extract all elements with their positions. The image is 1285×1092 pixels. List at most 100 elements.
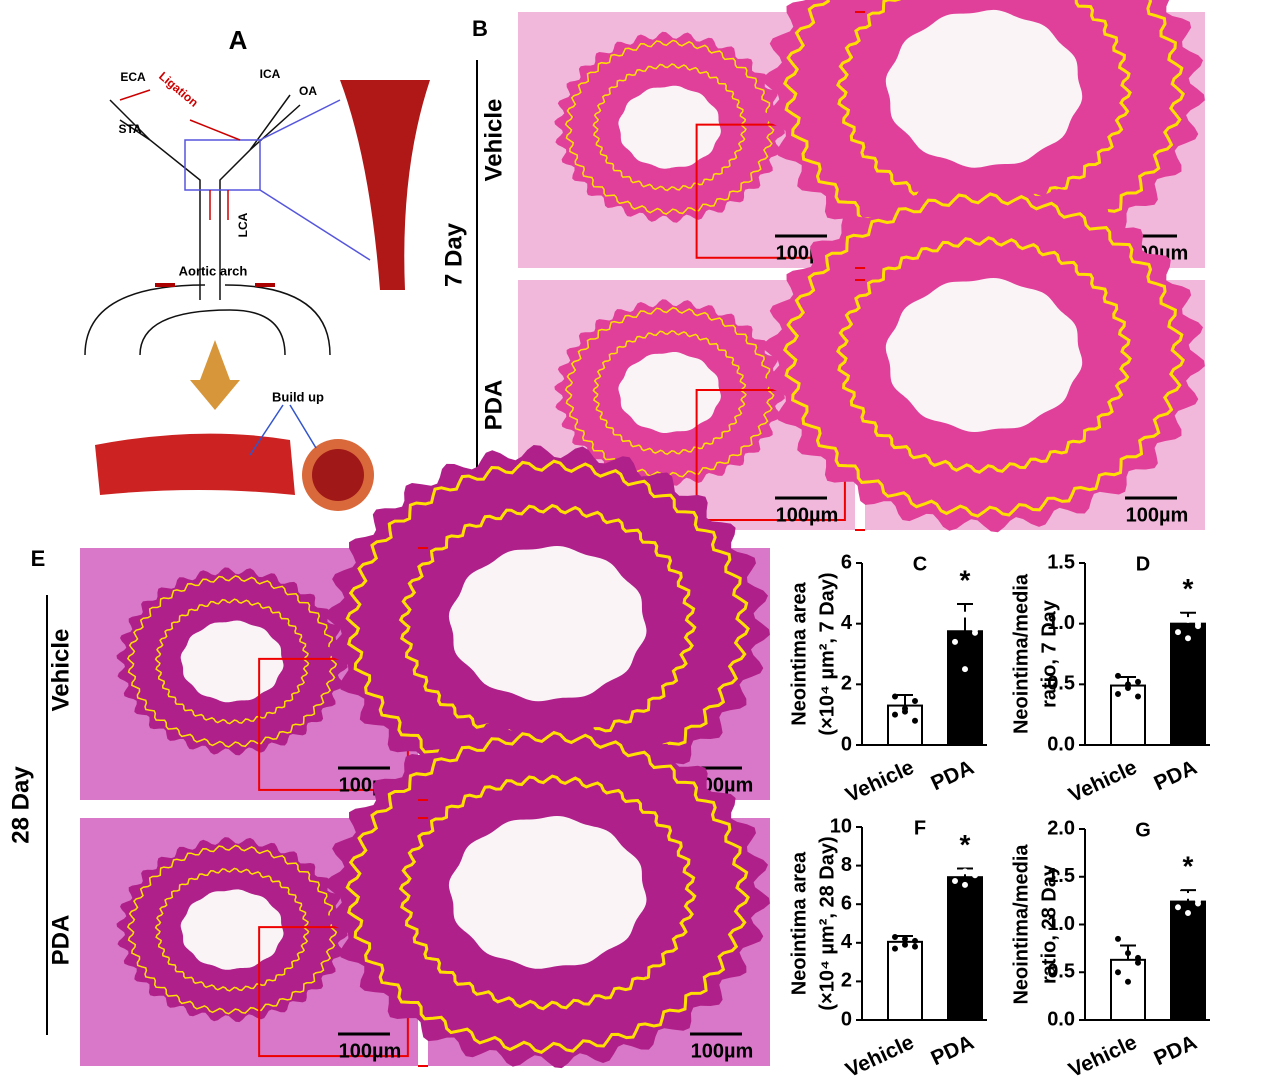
data-point [1195,620,1201,627]
data-point [962,881,968,888]
intima-outline [592,329,747,456]
data-point [912,717,918,724]
data-point [1185,617,1191,624]
data-point [912,937,918,944]
row-label: PDA [480,380,507,431]
data-point [1195,900,1201,907]
panel-letter: A [229,25,248,55]
data-point [972,870,978,877]
lumen [885,9,1083,168]
data-point [892,693,898,700]
bar [947,876,983,1021]
media-outline [345,730,750,1054]
panel-letter: G [1135,819,1151,841]
x-tick-label: Vehicle [1065,756,1140,807]
label: Build up [272,389,324,404]
significance: * [1183,573,1194,604]
lumen [448,816,647,969]
y-tick-label: 1.5 [1047,865,1075,887]
bar [1170,900,1206,1022]
label: OA [299,84,317,98]
panel-letter: D [1136,553,1150,575]
media-outline [564,39,775,215]
y-tick-label: 0.5 [1047,961,1075,983]
row-label: PDA [47,915,74,966]
label: ICA [260,67,281,81]
y-tick-label: 4 [841,931,853,953]
y-tick-label: 2 [841,970,852,992]
y-tick-label: 2.0 [1047,817,1075,839]
panel-letter: E [31,546,46,571]
y-tick-label: 1.0 [1047,913,1075,935]
intima-outline [398,503,697,744]
intima-outline [836,0,1132,211]
data-point [1115,672,1121,679]
data-point [912,943,918,950]
significance: * [960,829,971,860]
data-point [1175,612,1181,619]
intima-outline [154,867,310,992]
significance: * [960,564,971,595]
y-tick-label: 1.5 [1047,551,1075,573]
y-tick-label: 1.0 [1047,612,1075,634]
y-axis-label: ratio, 28 Day [1038,864,1060,984]
x-tick-label: PDA [928,1031,978,1071]
data-point [1135,678,1141,685]
data-point [1135,693,1141,700]
data-point [1185,910,1191,917]
lumen [448,546,647,702]
data-point [1125,681,1131,688]
y-tick-label: 10 [830,815,852,837]
y-axis-label: Neointima area [788,581,810,725]
label: STA [118,122,141,136]
row-label: Vehicle [47,629,74,712]
data-point [912,698,918,705]
panel-letter: F [914,817,926,839]
y-axis-label: (×10⁴ µm², 7 Day) [816,572,838,735]
data-point [892,711,898,718]
y-tick-label: 0.5 [1047,673,1075,695]
y-tick-label: 0 [841,1008,852,1030]
data-point [1125,950,1131,957]
data-point [902,708,908,715]
data-point [1115,969,1121,976]
scale-label: 100µm [776,504,839,526]
scale-label: 100µm [1126,504,1189,526]
data-point [902,941,908,948]
label: ECA [120,70,146,84]
data-point [1115,691,1121,698]
media-outline [126,844,338,1015]
data-point [1185,892,1191,899]
media-outline [782,192,1186,518]
lumen [618,85,721,169]
bar [947,630,983,746]
x-tick-label: Vehicle [842,756,917,807]
label: LCA [236,212,250,237]
time-label: 7 Day [440,222,467,287]
y-axis-label: Neointima/media [1010,844,1032,1005]
intima-outline [592,63,747,192]
data-point [962,666,968,673]
data-point [952,593,958,600]
y-axis-label: Neointima area [788,851,810,995]
data-point [902,935,908,942]
data-point [952,878,958,885]
data-point [972,629,978,636]
scale-label: 100µm [339,1040,402,1062]
media-outline [126,575,338,748]
x-tick-label: Vehicle [842,1031,917,1082]
y-tick-label: 2 [841,673,852,695]
bar [887,940,923,1022]
data-point [1125,978,1131,985]
error-bar [957,602,973,632]
y-tick-label: 0.0 [1047,733,1075,755]
y-axis-label: Neointima/media [1010,573,1032,734]
y-axis-label: (×10⁴ µm², 28 Day) [816,836,838,1010]
y-tick-label: 0.0 [1047,1008,1075,1030]
x-tick-label: Vehicle [1065,1031,1140,1082]
y-tick-label: 6 [841,551,852,573]
data-point [1135,959,1141,966]
label: Aortic arch [179,263,248,278]
